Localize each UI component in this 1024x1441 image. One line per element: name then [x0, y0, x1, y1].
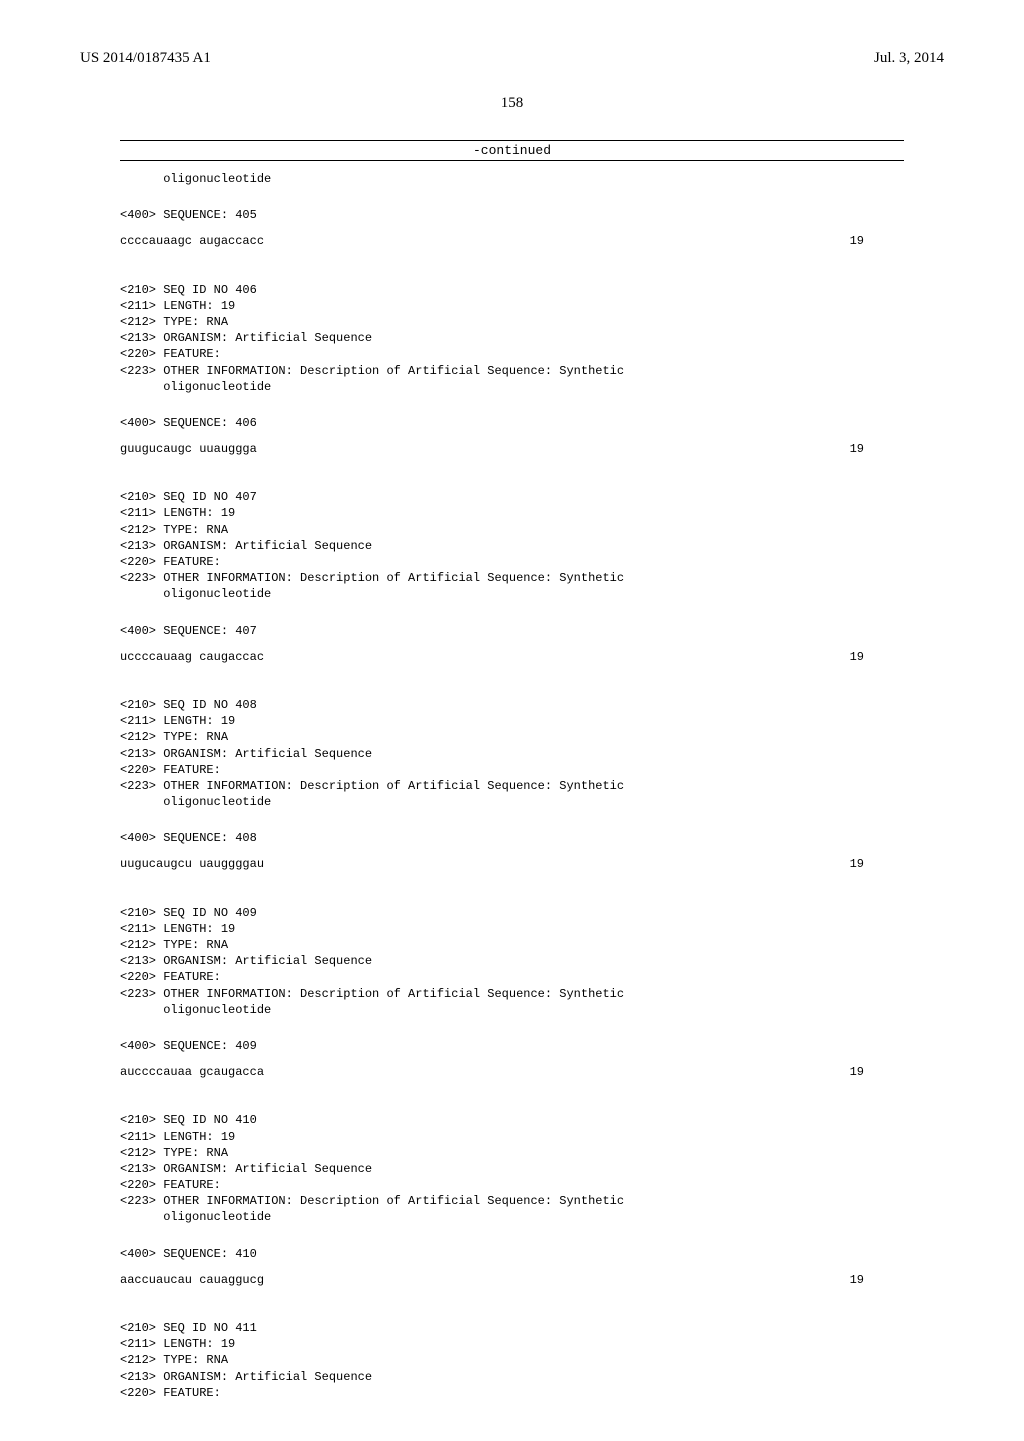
spacer — [80, 810, 944, 820]
sequence-text: guugucaugc uuauggga — [120, 441, 257, 457]
spacer — [80, 1262, 944, 1272]
continued-label: -continued — [120, 143, 904, 158]
sequence-text: uccccauaag caugaccac — [120, 649, 264, 665]
sequence-row: guugucaugc uuauggga 19 — [120, 441, 864, 457]
sequence-row: ccccauaagc augaccacc 19 — [120, 233, 864, 249]
sequence-length: 19 — [850, 649, 864, 665]
sequence-header-block: <210> SEQ ID NO 406 <211> LENGTH: 19 <21… — [120, 282, 904, 395]
sequence-row: uugucaugcu uauggggau 19 — [120, 856, 864, 872]
patent-page: US 2014/0187435 A1 Jul. 3, 2014 158 -con… — [0, 0, 1024, 1441]
sequence-tag-line: <400> SEQUENCE: 405 — [120, 207, 904, 223]
sequence-length: 19 — [850, 1272, 864, 1288]
sequence-row: aaccuaucau cauaggucg 19 — [120, 1272, 864, 1288]
spacer — [80, 665, 944, 687]
spacer — [80, 395, 944, 405]
sequence-tag-line: <400> SEQUENCE: 410 — [120, 1246, 904, 1262]
sequence-text: ccccauaagc augaccacc — [120, 233, 264, 249]
sequence-header-block: <210> SEQ ID NO 408 <211> LENGTH: 19 <21… — [120, 697, 904, 810]
sequence-header-block: <210> SEQ ID NO 410 <211> LENGTH: 19 <21… — [120, 1112, 904, 1225]
publication-number: US 2014/0187435 A1 — [80, 50, 211, 67]
sequence-text: aaccuaucau cauaggucg — [120, 1272, 264, 1288]
publication-date: Jul. 3, 2014 — [874, 50, 944, 67]
spacer — [80, 1018, 944, 1028]
sequence-tag-line: <400> SEQUENCE: 408 — [120, 830, 904, 846]
spacer — [80, 1288, 944, 1310]
sequence-tag-line: <400> SEQUENCE: 406 — [120, 415, 904, 431]
sequence-length: 19 — [850, 856, 864, 872]
sequence-header-block: <210> SEQ ID NO 407 <211> LENGTH: 19 <21… — [120, 489, 904, 602]
spacer — [80, 1054, 944, 1064]
sequence-text: uugucaugcu uauggggau — [120, 856, 264, 872]
sequence-tag-line: <400> SEQUENCE: 409 — [120, 1038, 904, 1054]
spacer — [80, 223, 944, 233]
spacer — [80, 431, 944, 441]
sequence-header-block: <210> SEQ ID NO 409 <211> LENGTH: 19 <21… — [120, 905, 904, 1018]
sequence-row: auccccauaa gcaugacca 19 — [120, 1064, 864, 1080]
sequence-tag-line: <400> SEQUENCE: 407 — [120, 623, 904, 639]
page-header: US 2014/0187435 A1 Jul. 3, 2014 — [80, 50, 944, 67]
spacer — [80, 639, 944, 649]
sequence-length: 19 — [850, 233, 864, 249]
sequence-listing: <400> SEQUENCE: 405 ccccauaagc augaccacc 1… — [80, 187, 944, 1401]
page-number: 158 — [80, 95, 944, 112]
sequence-header-block: <210> SEQ ID NO 411 <211> LENGTH: 19 <21… — [120, 1320, 904, 1401]
spacer — [80, 603, 944, 613]
intro-fragment: oligonucleotide — [120, 171, 904, 187]
continued-header: -continued — [120, 140, 904, 161]
sequence-row: uccccauaag caugaccac 19 — [120, 649, 864, 665]
spacer — [80, 457, 944, 479]
sequence-text: auccccauaa gcaugacca — [120, 1064, 264, 1080]
spacer — [80, 250, 944, 272]
spacer — [80, 873, 944, 895]
spacer — [80, 187, 944, 197]
spacer — [80, 846, 944, 856]
sequence-length: 19 — [850, 441, 864, 457]
divider — [120, 160, 904, 161]
spacer — [80, 1226, 944, 1236]
sequence-length: 19 — [850, 1064, 864, 1080]
spacer — [80, 1080, 944, 1102]
